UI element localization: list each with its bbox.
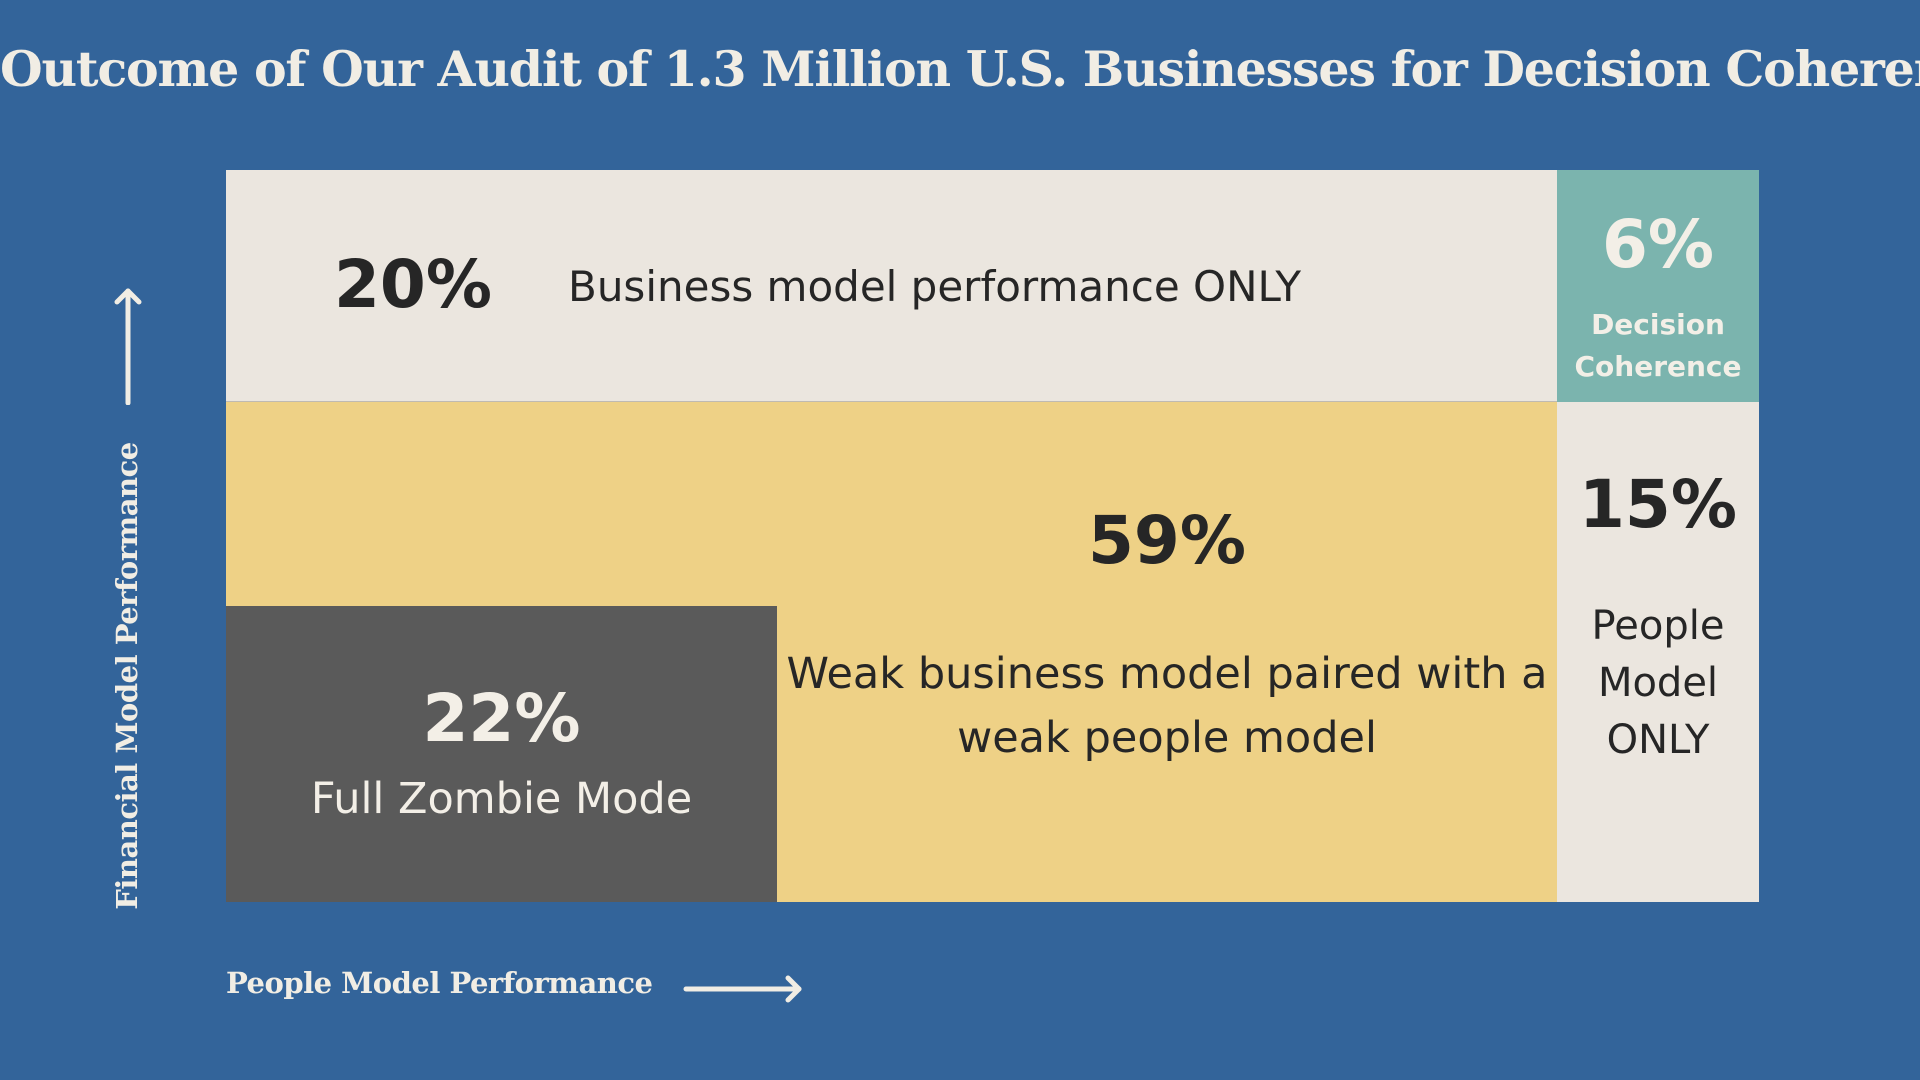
people-only-segment: 15% People Model ONLY [1557, 402, 1759, 902]
page-title: Outcome of Our Audit of 1.3 Million U.S.… [0, 40, 1920, 98]
weak-both-percent: 59% [1088, 502, 1246, 579]
decision-coherence-segment: 6% Decision Coherence [1557, 170, 1759, 402]
people-only-label: People Model ONLY [1591, 603, 1725, 763]
business-only-label: Business model performance ONLY [568, 262, 1301, 311]
quadrant-grid: 20% Business model performance ONLY 6% D… [226, 170, 1759, 902]
decision-coherence-label: Decision Coherence [1574, 308, 1742, 383]
x-axis-label: People Model Performance [226, 966, 653, 1000]
zombie-label: Full Zombie Mode [310, 774, 693, 824]
arrow-up-icon [114, 288, 142, 405]
arrow-right-icon [683, 975, 802, 1003]
y-axis-label: Financial Model Performance [110, 442, 144, 910]
people-only-percent: 15% [1579, 466, 1737, 543]
zombie-segment: 22% Full Zombie Mode [226, 606, 777, 902]
zombie-percent: 22% [422, 680, 581, 757]
weak-both-label: Weak business model paired with a weak p… [786, 649, 1548, 763]
decision-coherence-percent: 6% [1601, 206, 1715, 283]
business-only-segment: 20% Business model performance ONLY [226, 170, 1557, 402]
business-only-percent: 20% [334, 246, 492, 323]
